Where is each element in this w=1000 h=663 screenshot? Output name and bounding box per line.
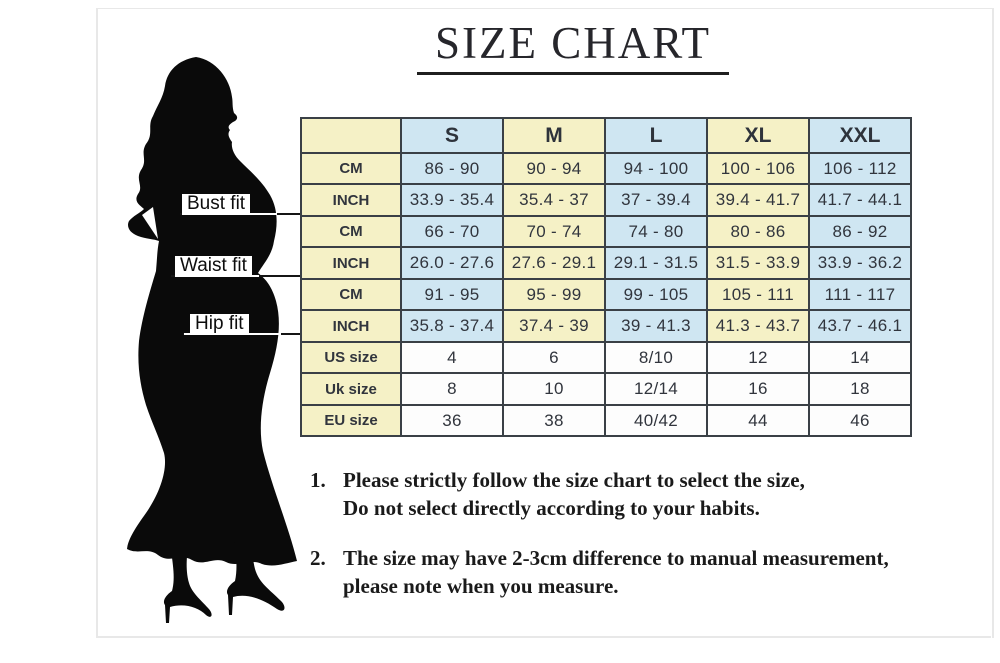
frame-line-bottom bbox=[96, 636, 991, 638]
cell: 91 - 95 bbox=[400, 278, 504, 311]
row-label: Uk size bbox=[300, 372, 402, 406]
table-row-bust-inch: INCH 33.9 - 35.4 35.4 - 37 37 - 39.4 39.… bbox=[300, 183, 912, 217]
waist-pointer-line-over-body bbox=[246, 275, 259, 277]
column-header: L bbox=[604, 117, 708, 154]
column-header: S bbox=[400, 117, 504, 154]
cell: 18 bbox=[808, 372, 912, 406]
cell: 41.7 - 44.1 bbox=[808, 183, 912, 217]
bust-pointer-line-over-body bbox=[250, 213, 277, 215]
frame-line-right bbox=[992, 8, 994, 638]
cell: 33.9 - 36.2 bbox=[808, 246, 912, 280]
woman-silhouette bbox=[127, 57, 297, 623]
frame-line-top bbox=[96, 8, 994, 9]
cell: 27.6 - 29.1 bbox=[502, 246, 606, 280]
row-label: INCH bbox=[300, 183, 402, 217]
column-header: M bbox=[502, 117, 606, 154]
cell: 29.1 - 31.5 bbox=[604, 246, 708, 280]
column-header: XL bbox=[706, 117, 810, 154]
cell: 33.9 - 35.4 bbox=[400, 183, 504, 217]
cell: 38 bbox=[502, 404, 606, 437]
cell: 26.0 - 27.6 bbox=[400, 246, 504, 280]
note-2: 2. The size may have 2-3cm difference to… bbox=[310, 544, 889, 600]
hip-fit-label: Hip fit bbox=[190, 314, 249, 335]
cell: 80 - 86 bbox=[706, 215, 810, 248]
note-text: The size may have 2-3cm difference to ma… bbox=[343, 544, 889, 600]
cell: 14 bbox=[808, 341, 912, 374]
cell: 86 - 90 bbox=[400, 152, 504, 185]
cell: 40/42 bbox=[604, 404, 708, 437]
note-1: 1. Please strictly follow the size chart… bbox=[310, 466, 805, 522]
row-label: CM bbox=[300, 278, 402, 311]
cell: 35.8 - 37.4 bbox=[400, 309, 504, 343]
table-row-hip-inch: INCH 35.8 - 37.4 37.4 - 39 39 - 41.3 41.… bbox=[300, 309, 912, 343]
cell: 8/10 bbox=[604, 341, 708, 374]
cell: 12 bbox=[706, 341, 810, 374]
cell: 41.3 - 43.7 bbox=[706, 309, 810, 343]
cell: 31.5 - 33.9 bbox=[706, 246, 810, 280]
cell: 111 - 117 bbox=[808, 278, 912, 311]
frame-line-left bbox=[96, 8, 98, 638]
cell: 6 bbox=[502, 341, 606, 374]
cell: 44 bbox=[706, 404, 810, 437]
size-chart-table: S M L XL XXL CM 86 - 90 90 - 94 94 - 100… bbox=[300, 117, 912, 437]
table-row-waist-cm: CM 66 - 70 70 - 74 74 - 80 80 - 86 86 - … bbox=[300, 215, 912, 248]
row-label: INCH bbox=[300, 246, 402, 280]
note-line: Please strictly follow the size chart to… bbox=[343, 468, 805, 492]
note-line: The size may have 2-3cm difference to ma… bbox=[343, 546, 889, 570]
note-text: Please strictly follow the size chart to… bbox=[343, 466, 805, 522]
table-header-row: S M L XL XXL bbox=[300, 117, 912, 154]
cell: 70 - 74 bbox=[502, 215, 606, 248]
cell: 99 - 105 bbox=[604, 278, 708, 311]
column-header: XXL bbox=[808, 117, 912, 154]
cell: 8 bbox=[400, 372, 504, 406]
cell: 105 - 111 bbox=[706, 278, 810, 311]
cell: 37.4 - 39 bbox=[502, 309, 606, 343]
title-underline bbox=[417, 72, 729, 75]
row-label: CM bbox=[300, 152, 402, 185]
waist-fit-label: Waist fit bbox=[175, 256, 252, 277]
cell: 74 - 80 bbox=[604, 215, 708, 248]
cell: 90 - 94 bbox=[502, 152, 606, 185]
table-row-bust-cm: CM 86 - 90 90 - 94 94 - 100 100 - 106 10… bbox=[300, 152, 912, 185]
note-line: please note when you measure. bbox=[343, 574, 619, 598]
cell: 10 bbox=[502, 372, 606, 406]
table-row-eu-size: EU size 36 38 40/42 44 46 bbox=[300, 404, 912, 437]
note-line: Do not select directly according to your… bbox=[343, 496, 760, 520]
corner-cell bbox=[300, 117, 402, 154]
note-number: 2. bbox=[310, 546, 326, 570]
page-title: SIZE CHART bbox=[434, 18, 712, 68]
cell: 46 bbox=[808, 404, 912, 437]
cell: 36 bbox=[400, 404, 504, 437]
cell: 86 - 92 bbox=[808, 215, 912, 248]
table-row-uk-size: Uk size 8 10 12/14 16 18 bbox=[300, 372, 912, 406]
cell: 37 - 39.4 bbox=[604, 183, 708, 217]
note-number: 1. bbox=[310, 468, 326, 492]
cell: 12/14 bbox=[604, 372, 708, 406]
table-row-waist-inch: INCH 26.0 - 27.6 27.6 - 29.1 29.1 - 31.5… bbox=[300, 246, 912, 280]
cell: 106 - 112 bbox=[808, 152, 912, 185]
cell: 43.7 - 46.1 bbox=[808, 309, 912, 343]
row-label: US size bbox=[300, 341, 402, 374]
cell: 4 bbox=[400, 341, 504, 374]
cell: 66 - 70 bbox=[400, 215, 504, 248]
cell: 35.4 - 37 bbox=[502, 183, 606, 217]
cell: 39.4 - 41.7 bbox=[706, 183, 810, 217]
row-label: EU size bbox=[300, 404, 402, 437]
cell: 94 - 100 bbox=[604, 152, 708, 185]
cell: 100 - 106 bbox=[706, 152, 810, 185]
row-label: CM bbox=[300, 215, 402, 248]
cell: 16 bbox=[706, 372, 810, 406]
table-row-us-size: US size 4 6 8/10 12 14 bbox=[300, 341, 912, 374]
bust-fit-label: Bust fit bbox=[182, 194, 251, 215]
table-row-hip-cm: CM 91 - 95 95 - 99 99 - 105 105 - 111 11… bbox=[300, 278, 912, 311]
cell: 95 - 99 bbox=[502, 278, 606, 311]
cell: 39 - 41.3 bbox=[604, 309, 708, 343]
row-label: INCH bbox=[300, 309, 402, 343]
